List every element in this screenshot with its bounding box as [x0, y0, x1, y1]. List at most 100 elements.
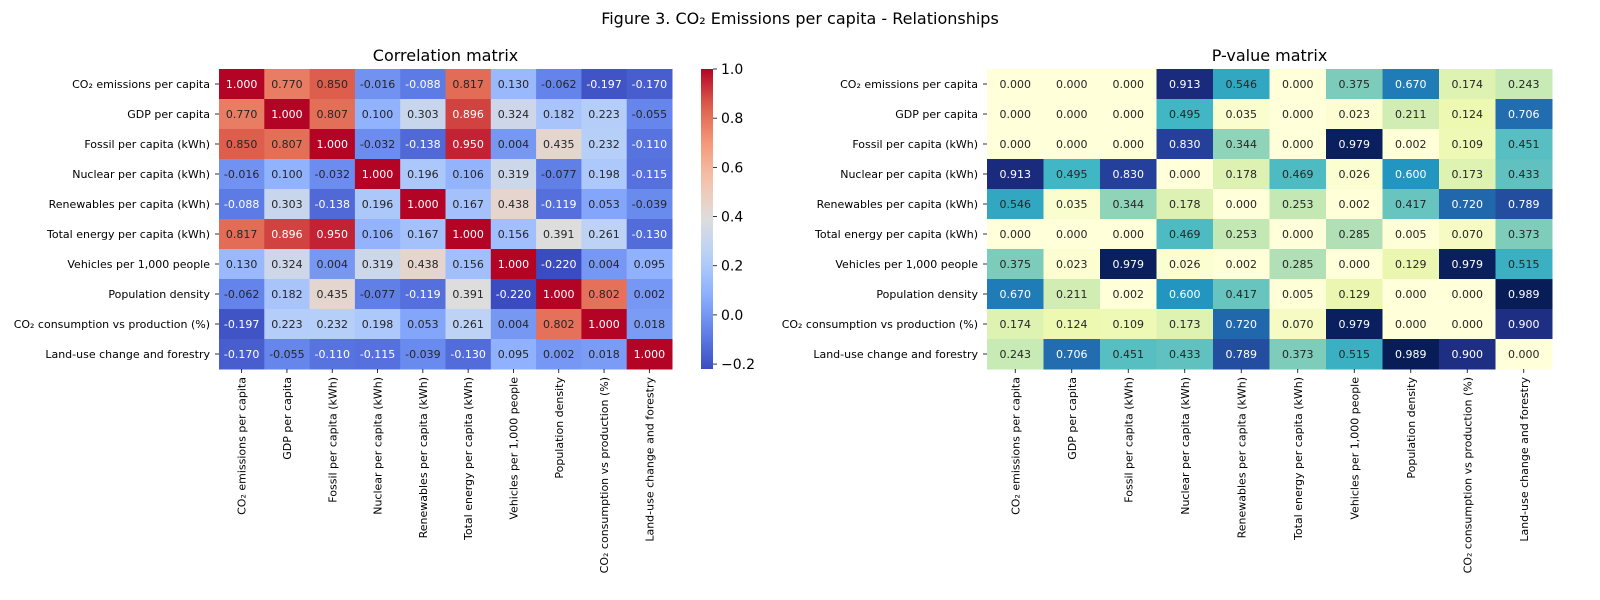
heatmap-cell	[490, 69, 537, 100]
cell-value-label: 0.000	[1452, 288, 1484, 301]
cell-value-label: 0.261	[452, 318, 484, 331]
heatmap-cell	[1100, 99, 1157, 130]
cell-value-label: 0.253	[1226, 228, 1258, 241]
cell-value-label: 0.000	[1339, 258, 1371, 271]
heatmap-cell	[581, 249, 628, 280]
y-tick-label: Fossil per capita (kWh)	[84, 138, 210, 151]
cell-value-label: 0.979	[1113, 258, 1145, 271]
cell-value-label: 0.000	[1000, 78, 1032, 91]
heatmap-cell	[536, 279, 582, 310]
cell-value-label: 0.720	[1226, 318, 1258, 331]
heatmap-cell	[1100, 309, 1157, 340]
cell-value-label: 0.109	[1113, 318, 1145, 331]
cell-value-label: 0.546	[1000, 198, 1032, 211]
cell-value-label: -0.032	[360, 138, 395, 151]
cell-value-label: 0.000	[1113, 138, 1145, 151]
heatmap-cell	[1326, 189, 1383, 220]
cell-value-label: 0.319	[498, 168, 530, 181]
cell-value-label: 0.035	[1226, 108, 1258, 121]
cell-value-label: -0.119	[541, 198, 576, 211]
heatmap-cell	[309, 249, 356, 280]
heatmap-cell	[445, 189, 492, 220]
cell-value-label: 0.198	[588, 168, 620, 181]
heatmap-cell	[445, 159, 492, 190]
heatmap-cell	[219, 249, 265, 280]
heatmap-cell	[1269, 279, 1327, 310]
cell-value-label: 0.989	[1508, 288, 1540, 301]
cell-value-label: 0.100	[271, 168, 303, 181]
y-tick-label: Vehicles per 1,000 people	[835, 258, 978, 271]
cell-value-label: 0.546	[1226, 78, 1258, 91]
cell-value-label: 0.232	[317, 318, 349, 331]
cell-value-label: 0.438	[498, 198, 530, 211]
heatmap-cell	[445, 129, 492, 160]
cell-value-label: 0.495	[1169, 108, 1201, 121]
cell-value-label: 0.802	[588, 288, 620, 301]
heatmap-cell	[264, 219, 311, 250]
chart-title: P-value matrix	[1212, 46, 1328, 65]
cell-value-label: -0.110	[632, 138, 667, 151]
heatmap-cell	[1213, 159, 1270, 190]
heatmap-cell	[219, 189, 265, 220]
y-tick-label: Population density	[876, 288, 978, 301]
heatmap-cell	[445, 249, 492, 280]
heatmap-cell	[1100, 129, 1157, 160]
colorbar-tick-label: 0.6	[721, 160, 743, 176]
heatmap-cell	[987, 129, 1044, 160]
y-tick-label: CO₂ consumption vs production (%)	[782, 318, 978, 331]
heatmap-cell	[1439, 249, 1496, 280]
cell-value-label: 0.319	[362, 258, 394, 271]
heatmap-cell	[1100, 219, 1157, 250]
heatmap-cell	[1439, 339, 1496, 370]
cell-value-label: 0.000	[1226, 198, 1258, 211]
colorbar: 1.0 0.8 0.6 0.4 0.2 0.0 −0.2	[701, 62, 755, 373]
cell-value-label: 0.979	[1339, 318, 1371, 331]
heatmap-cell	[1326, 279, 1383, 310]
heatmap-cell	[219, 69, 265, 100]
heatmap-cell	[1326, 339, 1383, 370]
heatmap-cell	[536, 189, 582, 220]
x-tick-label: Total energy per capita (kWh)	[1292, 377, 1305, 541]
cell-value-label: 0.670	[1000, 288, 1032, 301]
cell-value-label: -0.055	[632, 108, 667, 121]
cell-value-label: 0.850	[226, 138, 258, 151]
y-tick-label: GDP per capita	[127, 108, 210, 121]
cell-value-label: 0.196	[407, 168, 439, 181]
heatmap-cell	[536, 219, 582, 250]
cell-value-label: -0.110	[315, 348, 350, 361]
heatmap-cell	[1382, 249, 1440, 280]
heatmap-cell	[400, 339, 446, 370]
heatmap-cell	[626, 339, 673, 370]
cell-value-label: -0.088	[224, 198, 259, 211]
heatmap-cell	[1326, 309, 1383, 340]
cell-value-label: 0.156	[498, 228, 530, 241]
heatmap-cell	[1326, 159, 1383, 190]
x-tick-label: GDP per capita	[1066, 377, 1079, 460]
heatmap-cell	[1382, 339, 1440, 370]
cell-value-label: -0.016	[224, 168, 259, 181]
heatmap-cell	[1043, 279, 1101, 310]
heatmap-cell	[1156, 159, 1214, 190]
cell-value-label: 0.129	[1339, 288, 1371, 301]
cell-value-label: 0.232	[588, 138, 620, 151]
cell-value-label: 0.344	[1226, 138, 1258, 151]
heatmap-cell	[626, 69, 673, 100]
cell-value-label: 0.178	[1169, 198, 1201, 211]
heatmap-cell	[219, 309, 265, 340]
cell-value-label: 0.035	[1056, 198, 1088, 211]
heatmap-cell	[354, 159, 401, 190]
heatmap-cell	[1100, 189, 1157, 220]
cell-value-label: -0.088	[405, 78, 440, 91]
heatmap-cell	[1269, 309, 1327, 340]
y-tick-label: Nuclear per capita (kWh)	[72, 168, 210, 181]
cell-value-label: -0.115	[632, 168, 667, 181]
cell-value-label: 0.018	[588, 348, 620, 361]
heatmap-cell	[1439, 99, 1496, 130]
cell-value-label: 0.950	[317, 228, 349, 241]
cell-value-label: -0.077	[541, 168, 576, 181]
cell-value-label: 0.989	[1395, 348, 1427, 361]
heatmap-cell	[581, 219, 628, 250]
cell-value-label: -0.130	[632, 228, 667, 241]
cell-value-label: 0.198	[362, 318, 394, 331]
